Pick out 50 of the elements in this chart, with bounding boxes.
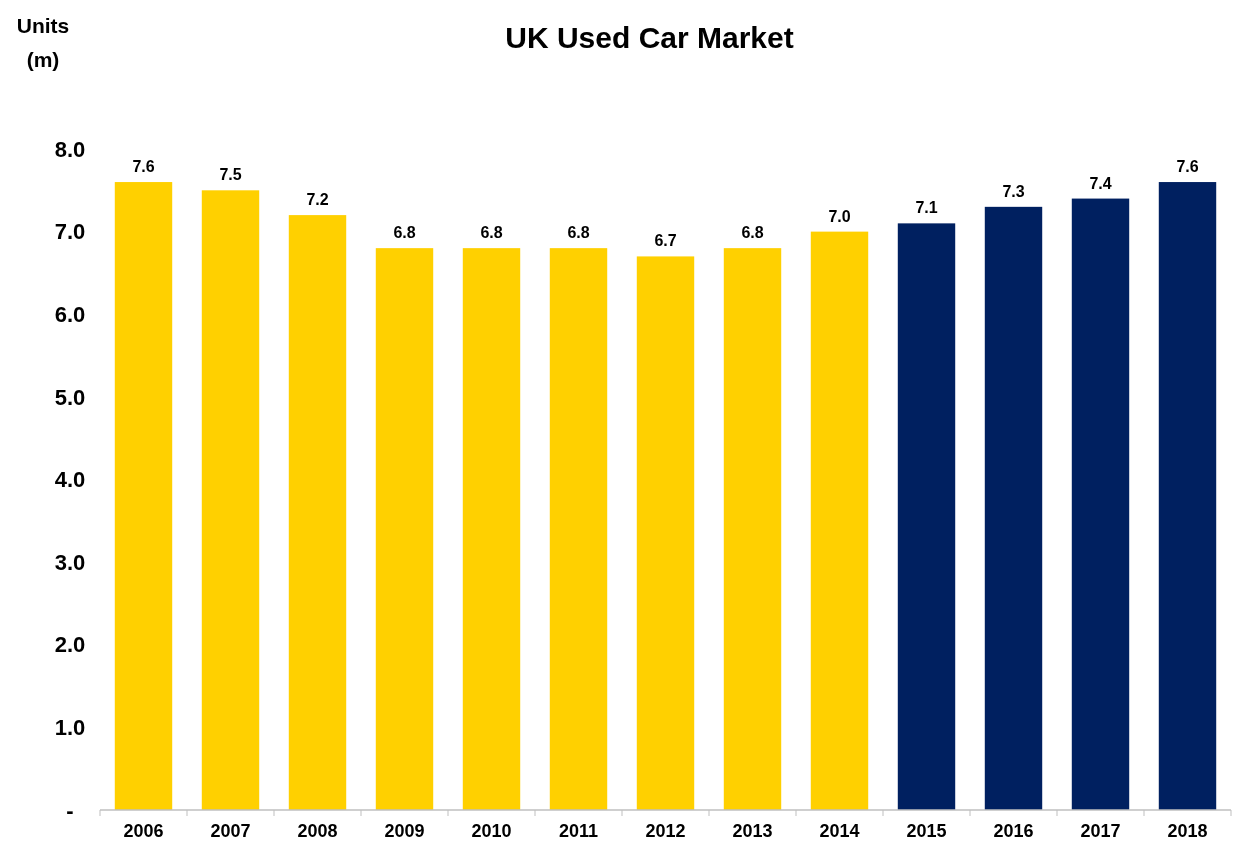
x-tick-label: 2007: [210, 821, 251, 841]
x-tick-label: 2016: [993, 821, 1034, 841]
chart-title: UK Used Car Market: [505, 21, 794, 54]
x-tick-label: 2010: [471, 821, 512, 841]
bar: [984, 206, 1043, 810]
bar: [1158, 182, 1217, 810]
y-tick-label: 3.0: [54, 549, 86, 575]
data-label: 7.6: [1176, 158, 1199, 176]
y-tick-label: 6.0: [54, 301, 86, 327]
data-label: 7.1: [915, 199, 938, 217]
data-label: 6.8: [567, 224, 590, 242]
data-label: 7.0: [828, 207, 851, 225]
y-axis-title: Units (m): [16, 14, 70, 71]
x-tick-label: 2014: [819, 821, 860, 841]
bar: [462, 248, 521, 810]
bar: [636, 256, 695, 810]
bar: [810, 231, 869, 810]
data-label: 7.4: [1089, 174, 1112, 192]
x-tick-label: 2011: [558, 821, 599, 841]
x-tick-label: 2013: [732, 821, 773, 841]
y-tick-label: -: [66, 797, 74, 823]
data-label: 7.2: [306, 191, 329, 209]
x-tick-label: 2018: [1167, 821, 1208, 841]
y-tick-label: 4.0: [54, 467, 86, 493]
bar: [201, 190, 260, 810]
data-label: 6.7: [654, 232, 677, 250]
x-tick-label: 2015: [906, 821, 947, 841]
bar: [897, 223, 956, 810]
x-tick-label: 2017: [1080, 821, 1121, 841]
x-tick-label: 2009: [384, 821, 425, 841]
x-tick-label: 2008: [297, 821, 338, 841]
bar: [375, 248, 434, 810]
data-label: 7.6: [132, 158, 155, 176]
bar: [288, 215, 347, 810]
y-tick-label: 7.0: [54, 219, 86, 245]
bar: [549, 248, 608, 810]
bar: [1071, 198, 1130, 810]
x-tick-label: 2012: [645, 821, 686, 841]
data-label: 7.3: [1002, 182, 1025, 200]
data-label: 6.8: [480, 224, 503, 242]
bar: [114, 182, 173, 810]
bar: [723, 248, 782, 810]
y-tick-label: 8.0: [54, 136, 86, 162]
y-tick-label: 2.0: [54, 632, 86, 658]
y-tick-label: 1.0: [54, 715, 86, 741]
y-tick-label: 5.0: [54, 384, 86, 410]
x-tick-label: 2006: [123, 821, 164, 841]
data-label: 7.5: [219, 166, 242, 184]
data-label: 6.8: [393, 224, 416, 242]
data-label: 6.8: [741, 224, 764, 242]
